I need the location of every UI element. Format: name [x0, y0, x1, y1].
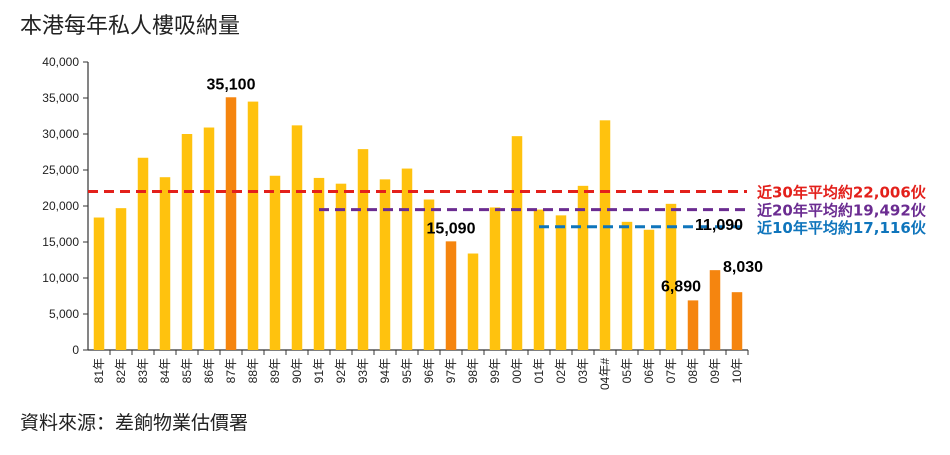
bar [93, 217, 105, 350]
bar [269, 175, 281, 350]
bar [291, 125, 303, 350]
y-tick-label: 5,000 [49, 307, 79, 321]
bar [401, 168, 413, 350]
chart-title: 本港每年私人樓吸納量 [20, 14, 241, 39]
x-tick-label: 81年 [92, 358, 106, 383]
bar [533, 209, 545, 350]
data-label: 8,030 [723, 259, 763, 276]
bar [687, 300, 699, 350]
source-note: 資料來源：差餉物業估價署 [20, 412, 249, 434]
data-label: 35,100 [207, 76, 256, 93]
y-tick-label: 35,000 [42, 91, 79, 105]
bar [181, 134, 193, 350]
x-tick-label: 90年 [290, 358, 304, 383]
y-tick-label: 25,000 [42, 163, 79, 177]
x-tick-label: 05年 [620, 358, 634, 383]
bar [313, 177, 325, 350]
bar [665, 203, 677, 350]
x-tick-label: 07年 [664, 358, 678, 383]
x-tick-label: 06年 [642, 358, 656, 383]
bar [335, 183, 347, 350]
x-tick-label: 97年 [444, 358, 458, 383]
average-label: 近30年平均約22,006伙 [757, 184, 927, 202]
bar [467, 253, 479, 350]
x-tick-label: 96年 [422, 358, 436, 383]
bar [379, 179, 391, 350]
data-label: 15,090 [427, 220, 476, 237]
bar [115, 208, 127, 350]
average-label: 近20年平均約19,492伙 [757, 202, 927, 220]
x-tick-label: 84年 [158, 358, 172, 383]
bar [555, 215, 567, 350]
bar [203, 127, 215, 351]
x-tick-label: 82年 [114, 358, 128, 383]
x-tick-label: 01年 [532, 358, 546, 383]
bar [599, 120, 611, 350]
y-tick-label: 30,000 [42, 127, 79, 141]
y-tick-label: 15,000 [42, 235, 79, 249]
data-label: 11,090 [695, 217, 743, 234]
x-tick-label: 10年 [730, 358, 744, 383]
x-tick-label: 92年 [334, 358, 348, 383]
x-tick-label: 93年 [356, 358, 370, 383]
x-tick-label: 00年 [510, 358, 524, 383]
bar [709, 270, 721, 350]
bar [225, 97, 237, 350]
x-tick-label: 86年 [202, 358, 216, 383]
average-label: 近10年平均約17,116伙 [757, 219, 927, 237]
x-tick-label: 94年 [378, 358, 392, 383]
x-tick-label: 95年 [400, 358, 414, 383]
y-tick-label: 20,000 [42, 199, 79, 213]
bar [643, 229, 655, 350]
bar [577, 185, 589, 350]
x-tick-label: 85年 [180, 358, 194, 383]
x-tick-label: 83年 [136, 358, 150, 383]
y-tick-label: 40,000 [42, 55, 79, 69]
bar [511, 136, 523, 350]
bar [445, 241, 457, 350]
x-tick-label: 88年 [246, 358, 260, 383]
bar [247, 101, 259, 350]
x-tick-label: 99年 [488, 358, 502, 383]
x-tick-label: 89年 [268, 358, 282, 383]
x-tick-label: 04年# [598, 358, 612, 390]
x-tick-label: 08年 [686, 358, 700, 383]
bar [357, 149, 369, 350]
y-tick-label: 0 [72, 343, 79, 357]
data-label: 6,890 [661, 278, 701, 295]
bar [159, 177, 171, 350]
x-tick-label: 09年 [708, 358, 722, 383]
y-tick-label: 10,000 [42, 271, 79, 285]
bar [731, 292, 743, 350]
bar [489, 207, 501, 350]
x-tick-label: 91年 [312, 358, 326, 383]
bar [137, 157, 149, 350]
x-tick-label: 98年 [466, 358, 480, 383]
bar [423, 199, 435, 350]
x-tick-label: 02年 [554, 358, 568, 383]
x-tick-label: 87年 [224, 358, 238, 383]
bar [621, 221, 633, 350]
bar-chart: 0 5,000 10,000 15,000 20,000 25,000 30,000 35,0… [42, 55, 927, 390]
x-tick-label: 03年 [576, 358, 590, 383]
